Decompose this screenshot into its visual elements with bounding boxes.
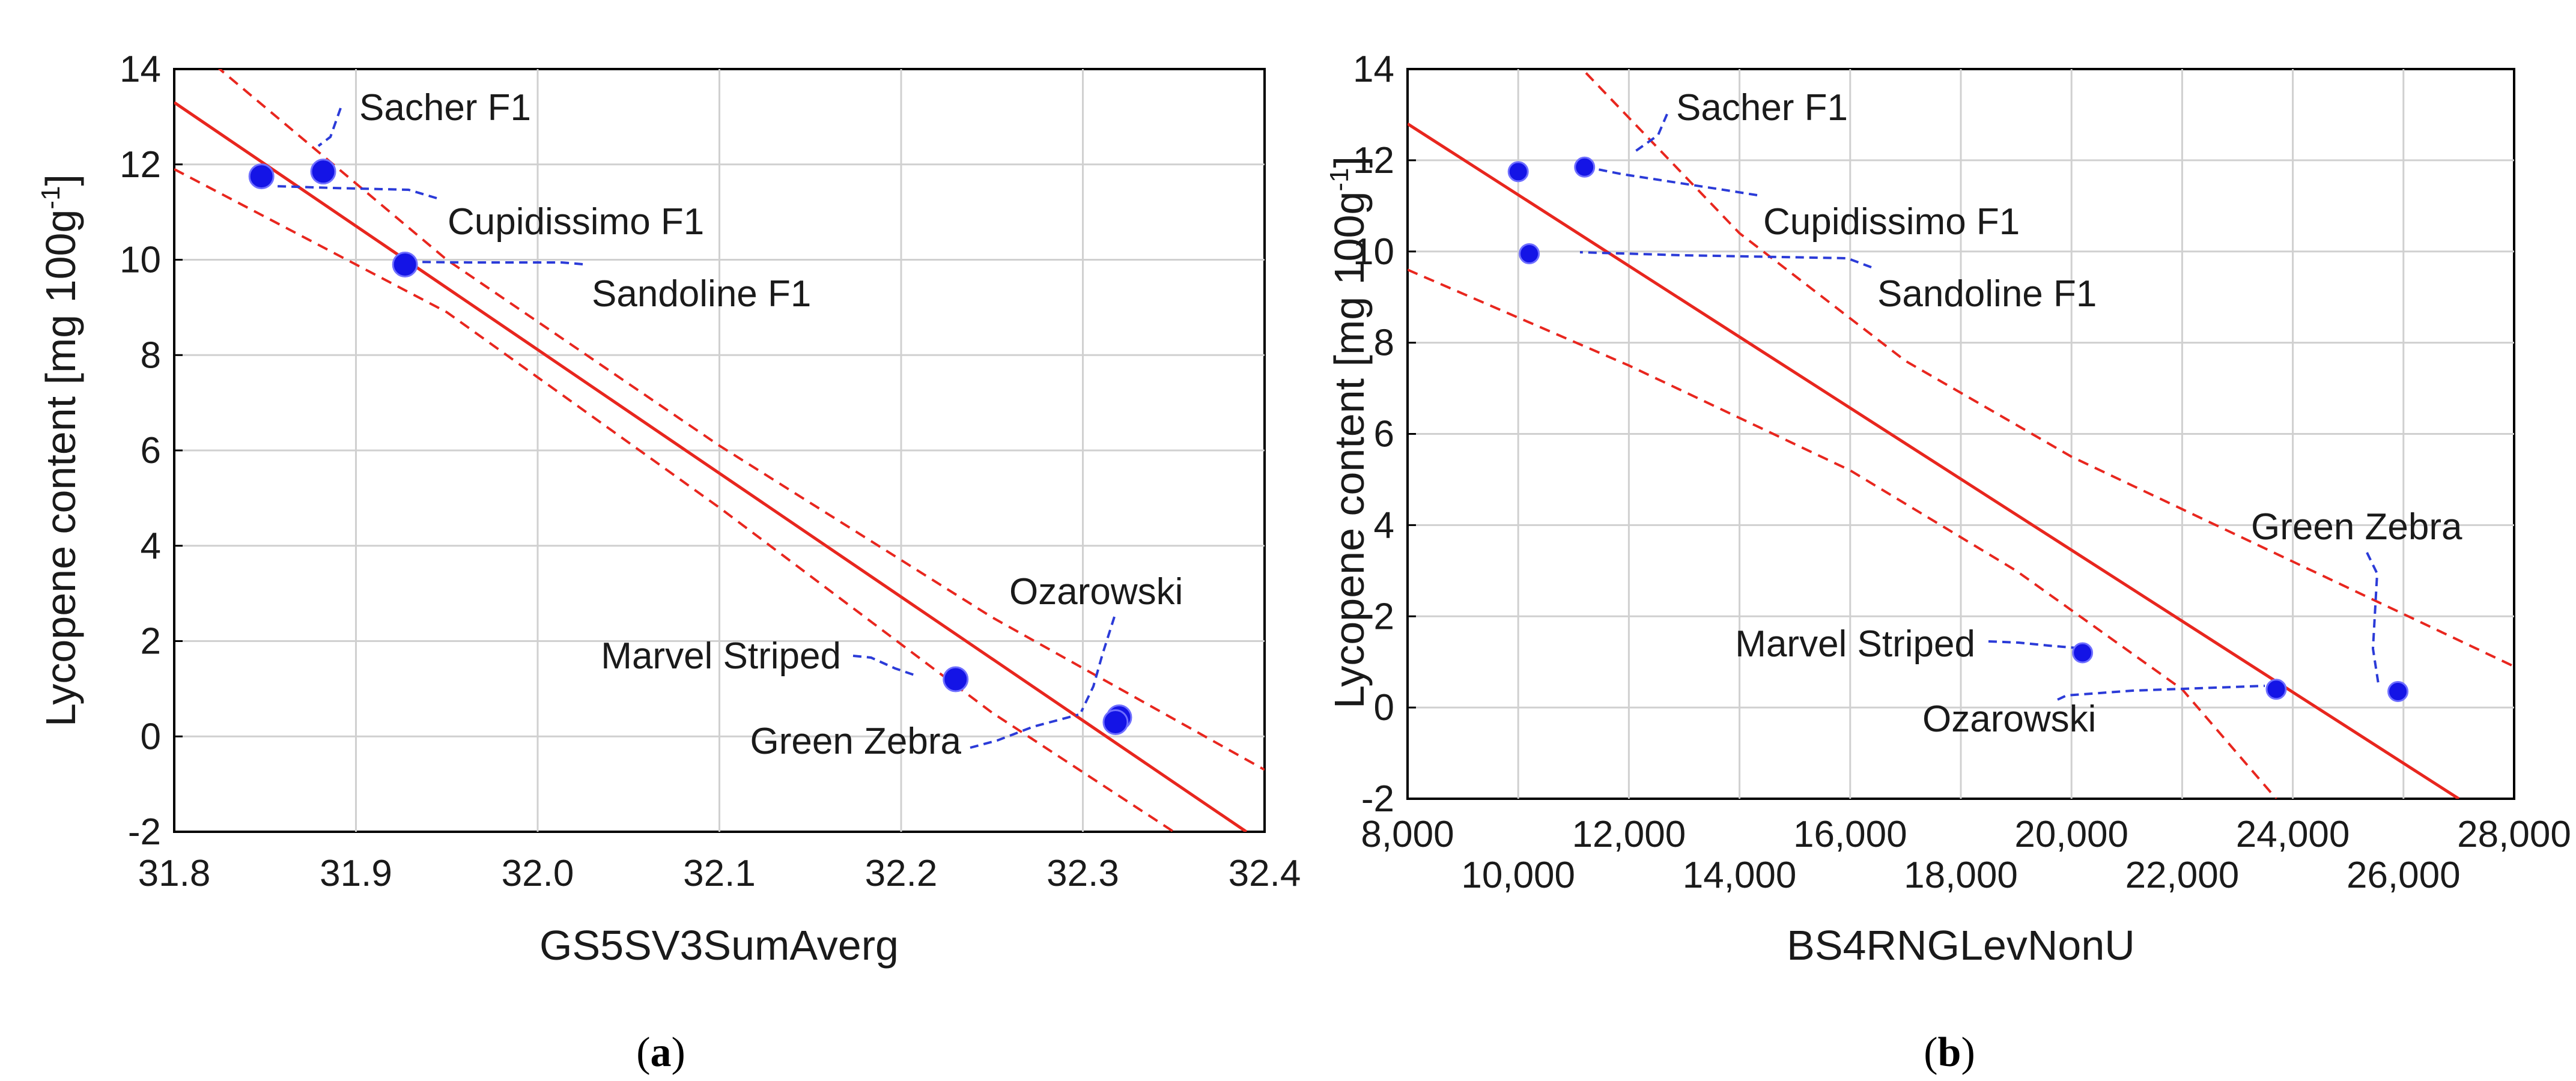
x-tick-label: 14,000 xyxy=(1683,855,1797,896)
y-tick-label: 0 xyxy=(1374,687,1394,728)
point-label: Marvel Striped xyxy=(601,635,841,677)
confidence-band-upper xyxy=(1581,69,2514,668)
y-tick-label: 4 xyxy=(1374,504,1394,546)
data-point-cupidissimo-f1 xyxy=(248,163,275,190)
label-leader xyxy=(2057,685,2265,701)
data-point-sacher-f1 xyxy=(310,159,336,185)
x-tick-label: 10,000 xyxy=(1461,855,1575,896)
x-tick-label: 32.2 xyxy=(865,853,938,894)
chart-panel-b: Sacher F1 Cupidissimo F1 Sandoline F1 Marve… xyxy=(1325,49,2571,1076)
point-label: Marvel Striped xyxy=(1735,623,1975,665)
label-leader xyxy=(852,655,917,677)
points-b xyxy=(1507,156,2409,703)
data-point-ozarowski xyxy=(2265,679,2287,700)
x-tick-label: 31.9 xyxy=(320,853,392,894)
y-tick-label: 6 xyxy=(141,430,161,471)
point-label: Sacher F1 xyxy=(1676,87,1848,129)
x-tick-label: 22,000 xyxy=(2125,855,2240,896)
point-labels-a: Sacher F1 Cupidissimo F1 Sandoline F1 Marve… xyxy=(359,87,1183,762)
y-tick-label: 8 xyxy=(1374,322,1394,364)
label-leader xyxy=(1634,114,1668,153)
data-point-marvel-striped xyxy=(943,666,969,692)
data-point-green-zebra xyxy=(1102,709,1129,735)
data-point-cupidissimo-f1 xyxy=(1507,161,1529,183)
y-tick-label: 2 xyxy=(1374,596,1394,637)
data-point-green-zebra xyxy=(2387,681,2409,703)
y-tick-label: -2 xyxy=(1361,778,1394,820)
x-tick-label: 16,000 xyxy=(1793,814,1907,855)
label-leader xyxy=(1585,166,1758,196)
x-axis-label-a: GS5SV3SumAverg xyxy=(539,922,899,969)
y-ticks-a: -2 0 2 4 6 8 10 12 14 xyxy=(120,49,183,853)
data-point-marvel-striped xyxy=(2072,642,2094,664)
confidence-bands-b xyxy=(1408,69,2514,799)
y-tick-label: 14 xyxy=(120,49,161,90)
label-leader xyxy=(317,107,342,147)
x-tick-label: 31.8 xyxy=(138,853,211,894)
x-axis-label-b: BS4RNGLevNonU xyxy=(1787,922,2135,969)
y-tick-label: 14 xyxy=(1353,49,1394,90)
point-label: Sandoline F1 xyxy=(592,273,811,315)
grid-a xyxy=(174,69,1265,832)
fit-line-a xyxy=(174,101,1248,832)
y-tick-label: 6 xyxy=(1374,414,1394,455)
point-label: Sandoline F1 xyxy=(1877,273,2097,315)
point-label: Ozarowski xyxy=(1009,571,1183,613)
point-label: Green Zebra xyxy=(2251,506,2462,548)
panel-label-a: (a) xyxy=(636,1029,685,1076)
label-leader xyxy=(1988,640,2085,650)
data-point-sandoline-f1 xyxy=(392,251,418,277)
x-tick-label: 32.1 xyxy=(683,853,756,894)
x-tick-label: 18,000 xyxy=(1904,855,2018,896)
y-axis-label-a: Lycopene content [mg 100g-1] xyxy=(36,174,84,727)
panel-label-b: (b) xyxy=(1924,1029,1975,1076)
points-a xyxy=(248,159,1132,735)
x-tick-label: 28,000 xyxy=(2457,814,2571,855)
x-tick-label: 12,000 xyxy=(1572,814,1686,855)
y-tick-label: 4 xyxy=(141,525,161,567)
label-leader xyxy=(276,185,437,199)
label-leader xyxy=(970,713,1079,749)
data-point-sacher-f1 xyxy=(1574,156,1596,178)
y-tick-label: 12 xyxy=(1353,140,1394,181)
x-tick-label: 24,000 xyxy=(2236,814,2350,855)
point-label: Ozarowski xyxy=(1922,698,2096,740)
y-tick-label: 2 xyxy=(141,621,161,662)
x-tick-label: 32.4 xyxy=(1229,853,1301,894)
x-tick-label: 32.0 xyxy=(502,853,574,894)
y-ticks-b: -2 0 2 4 6 8 10 12 14 xyxy=(1353,49,1416,820)
y-axis-label-b: Lycopene content [mg 100g-1] xyxy=(1325,156,1373,709)
x-ticks-b: 8,000 12,000 16,000 20,000 24,000 28,000 10,00… xyxy=(1361,814,2571,896)
label-leader xyxy=(2366,552,2380,688)
confidence-band-upper xyxy=(217,69,1265,771)
x-tick-label: 26,000 xyxy=(2347,855,2461,896)
y-tick-label: -2 xyxy=(128,811,161,853)
label-leaders-a xyxy=(276,107,1116,749)
point-label: Sacher F1 xyxy=(359,87,531,129)
y-tick-label: 0 xyxy=(141,716,161,757)
x-tick-label: 20,000 xyxy=(2014,814,2128,855)
point-label: Cupidissimo F1 xyxy=(448,201,704,243)
y-tick-label: 8 xyxy=(141,335,161,376)
confidence-band-lower xyxy=(174,168,1174,832)
confidence-band-lower xyxy=(1408,268,2277,799)
label-leaders-b xyxy=(1579,114,2380,701)
x-tick-label: 8,000 xyxy=(1361,814,1454,855)
label-leader xyxy=(1579,251,1872,268)
label-leader xyxy=(1080,616,1116,712)
y-tick-label: 10 xyxy=(1353,231,1394,273)
point-labels-b: Sacher F1 Cupidissimo F1 Sandoline F1 Marve… xyxy=(1676,87,2462,740)
y-tick-label: 10 xyxy=(120,240,161,281)
point-label: Green Zebra xyxy=(750,721,961,762)
chart-panel-a: Sacher F1 Cupidissimo F1 Sandoline F1 Marve… xyxy=(36,49,1301,1076)
confidence-bands-a xyxy=(174,69,1265,832)
regression-line xyxy=(174,101,1248,832)
y-tick-label: 12 xyxy=(120,144,161,186)
data-point-sandoline-f1 xyxy=(1519,243,1540,265)
x-ticks-a: 31.8 31.9 32.0 32.1 32.2 32.3 32.4 xyxy=(138,853,1301,894)
x-tick-label: 32.3 xyxy=(1046,853,1119,894)
label-leader xyxy=(408,261,583,265)
point-label: Cupidissimo F1 xyxy=(1763,201,2020,243)
